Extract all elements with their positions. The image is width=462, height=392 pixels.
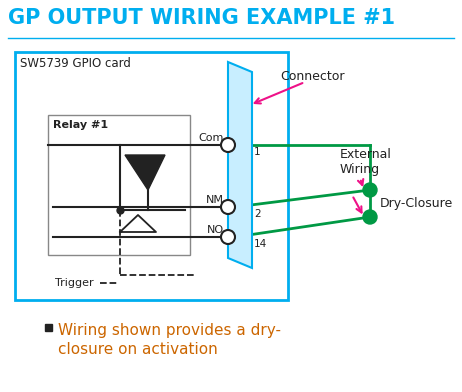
- Bar: [45, 324, 52, 331]
- Text: Com: Com: [199, 133, 224, 143]
- Text: Dry-Closure: Dry-Closure: [380, 196, 453, 209]
- Text: Relay #1: Relay #1: [53, 120, 108, 130]
- Text: Wiring shown provides a dry-: Wiring shown provides a dry-: [58, 323, 281, 338]
- Polygon shape: [228, 62, 252, 268]
- Text: Connector: Connector: [280, 70, 345, 83]
- Text: Wiring: Wiring: [340, 163, 380, 176]
- Text: NM: NM: [206, 195, 224, 205]
- Text: 14: 14: [254, 239, 267, 249]
- Bar: [15, 52, 288, 300]
- Text: SW5739 GPIO card: SW5739 GPIO card: [20, 57, 131, 70]
- Circle shape: [221, 200, 235, 214]
- Text: 1: 1: [254, 147, 261, 157]
- Circle shape: [363, 183, 377, 197]
- Text: External: External: [340, 148, 392, 161]
- Text: 2: 2: [254, 209, 261, 219]
- Text: Trigger: Trigger: [55, 278, 94, 288]
- Polygon shape: [125, 155, 165, 190]
- Text: closure on activation: closure on activation: [58, 342, 218, 357]
- Circle shape: [221, 138, 235, 152]
- Bar: [48, 115, 190, 255]
- Circle shape: [221, 230, 235, 244]
- Circle shape: [363, 210, 377, 224]
- Text: NO: NO: [207, 225, 224, 235]
- Text: GP OUTPUT WIRING EXAMPLE #1: GP OUTPUT WIRING EXAMPLE #1: [8, 8, 395, 28]
